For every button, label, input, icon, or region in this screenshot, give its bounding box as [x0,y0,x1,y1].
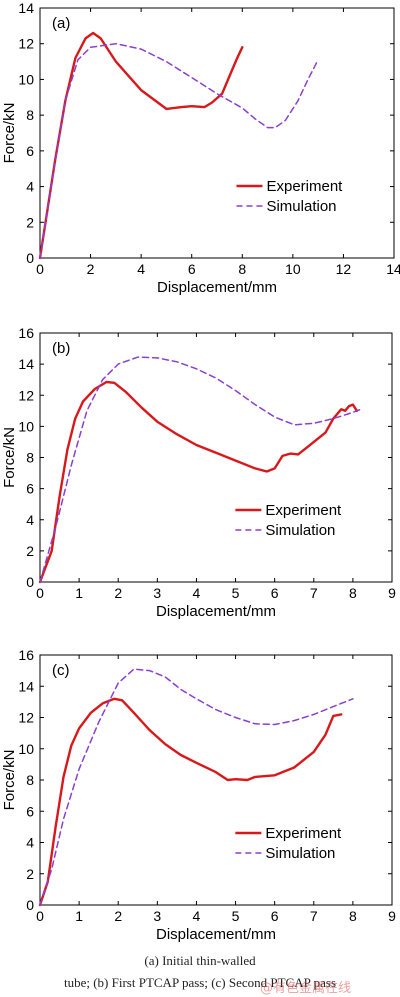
x-tick-label: 4 [193,908,201,924]
legend-label-experiment: Experiment [266,178,343,195]
x-tick-label: 14 [386,261,400,277]
x-axis-label: Displacement/mm [157,279,277,296]
x-tick-label: 0 [36,908,44,924]
y-tick-label: 2 [26,214,34,230]
x-tick-label: 2 [87,261,95,277]
y-tick-label: 12 [18,710,34,726]
y-tick-label: 10 [18,71,34,87]
y-tick-label: 0 [26,574,34,590]
y-tick-label: 14 [18,0,34,16]
y-tick-label: 14 [18,356,34,372]
series-line-experiment [38,380,358,584]
y-tick-label: 0 [26,250,34,266]
series-line-simulation [39,356,362,583]
caption-line-2: tube; (b) First PTCAP pass; (c) Second P… [63,975,337,990]
x-tick-label: 8 [349,908,357,924]
y-tick-label: 4 [26,835,34,851]
series-line-simulation [39,668,354,906]
legend-label-experiment: Experiment [265,502,342,519]
plot-frame [39,654,393,906]
panel-label: (c) [52,662,70,679]
x-tick-label: 6 [271,585,279,601]
x-tick-label: 5 [232,585,240,601]
plot-frame [39,7,395,259]
chart-panel-2: 0 1 2 3 4 5 6 7 8 90246810121416Displacement/mmFo… [1,325,396,620]
x-tick-label: 2 [114,585,122,601]
x-tick-label: 1 [75,908,83,924]
y-tick-label: 12 [18,36,34,52]
x-tick-label: 3 [153,908,161,924]
y-tick-label: 14 [18,678,34,694]
x-tick-label: 2 [114,908,122,924]
x-tick-label: 6 [271,908,279,924]
x-tick-label: 0 [36,261,44,277]
legend-label-simulation: Simulation [265,845,335,862]
legend-label-experiment: Experiment [265,825,342,842]
watermark: @有色金属在线 [260,981,352,996]
legend-label-simulation: Simulation [266,198,336,215]
y-tick-label: 6 [26,143,34,159]
y-tick-label: 2 [26,866,34,882]
panel-label: (b) [52,340,70,357]
y-axis-label: Force/kN [1,103,18,164]
y-tick-label: 2 [26,543,34,559]
x-tick-label: 9 [388,908,396,924]
y-tick-label: 16 [18,647,34,663]
series-line-experiment [38,697,343,907]
y-tick-label: 4 [26,512,34,528]
x-axis-label: Displacement/mm [156,926,276,943]
y-tick-label: 12 [18,387,34,403]
x-tick-label: 8 [238,261,246,277]
y-tick-label: 10 [18,741,34,757]
y-axis-label: Force/kN [1,750,18,811]
x-tick-label: 7 [310,585,318,601]
chart-panel-3: 0 1 2 3 4 5 6 7 8 90246810121416Displacement/mmFo… [1,647,396,943]
x-tick-label: 12 [336,261,352,277]
chart-panel-1: 0 2 4 6 8 10 12 14 0 2 4 6 8 10 12 14 Displacement/mm For… [1,0,400,296]
x-axis-label: Displacement/mm [156,603,276,620]
y-tick-label: 8 [26,107,34,123]
x-tick-label: 8 [349,585,357,601]
caption-line-1: (a) Initial thin-walled [144,953,256,968]
series-line-experiment [38,31,244,260]
x-tick-label: 5 [232,908,240,924]
x-tick-label: 9 [388,585,396,601]
x-tick-label: 6 [188,261,196,277]
x-tick-label: 1 [75,585,83,601]
x-tick-label: 4 [193,585,201,601]
x-tick-label: 0 [36,585,44,601]
y-tick-label: 10 [18,418,34,434]
legend-label-simulation: Simulation [265,522,335,539]
y-tick-label: 16 [18,325,34,341]
y-tick-label: 6 [26,803,34,819]
y-axis-label: Force/kN [1,427,18,488]
x-tick-label: 3 [153,585,161,601]
plot-frame [39,332,393,583]
panel-label: (a) [52,15,70,32]
y-tick-label: 8 [26,450,34,466]
y-tick-label: 8 [26,772,34,788]
x-tick-label: 7 [310,908,318,924]
y-tick-label: 6 [26,481,34,497]
x-tick-label: 10 [285,261,301,277]
y-tick-label: 0 [26,897,34,913]
x-tick-label: 4 [137,261,145,277]
y-tick-label: 4 [26,179,34,195]
series-line-simulation [39,42,319,259]
